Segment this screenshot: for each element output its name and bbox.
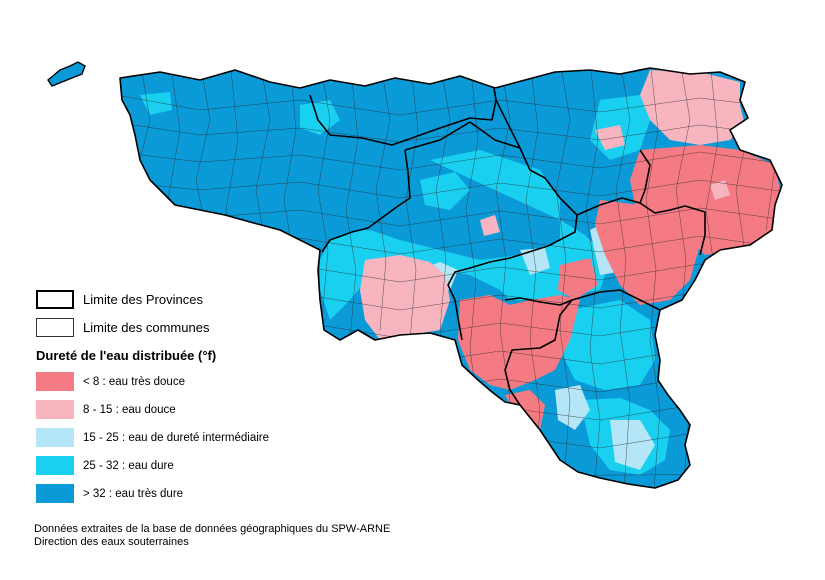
source-line-2: Direction des eaux souterraines (34, 536, 189, 548)
legend-swatch-very-soft (36, 372, 74, 391)
hardness-zones (120, 68, 782, 488)
legend-label-soft: 8 - 15 : eau douce (83, 403, 176, 416)
legend-label-hard: 25 - 32 : eau dure (83, 459, 174, 472)
province-boundaries (119, 67, 783, 489)
commune-boundary-swatch (36, 318, 74, 337)
legend-swatch-hard (36, 456, 74, 475)
province-boundary-swatch (36, 290, 74, 309)
legend-row-communes: Limite des communes (36, 318, 209, 337)
legend-row-class-0: < 8 : eau très douce (36, 372, 185, 391)
data-source-note: Données extraites de la base de données … (34, 523, 390, 549)
legend-row-provinces: Limite des Provinces (36, 290, 203, 309)
legend-label-very-soft: < 8 : eau très douce (83, 375, 185, 388)
legend-row-class-1: 8 - 15 : eau douce (36, 400, 176, 419)
legend-row-class-3: 25 - 32 : eau dure (36, 456, 174, 475)
legend-row-class-2: 15 - 25 : eau de dureté intermédiaire (36, 428, 269, 447)
legend-label-very-hard: > 32 : eau très dure (83, 487, 184, 500)
isolated-enclave (47, 61, 86, 87)
source-line-1: Données extraites de la base de données … (34, 523, 391, 535)
legend-label-communes: Limite des communes (83, 320, 210, 335)
legend-label-provinces: Limite des Provinces (83, 292, 203, 307)
legend-title: Dureté de l'eau distribuée (°f) (36, 348, 217, 363)
legend-label-intermediate: 15 - 25 : eau de dureté intermédiaire (83, 431, 270, 444)
legend-row-class-4: > 32 : eau très dure (36, 484, 183, 503)
legend-swatch-intermediate (36, 428, 74, 447)
legend-swatch-soft (36, 400, 74, 419)
legend-swatch-very-hard (36, 484, 74, 503)
